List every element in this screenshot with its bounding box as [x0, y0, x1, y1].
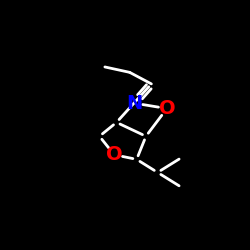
Text: O: O	[158, 99, 175, 118]
Text: N: N	[126, 94, 142, 113]
Text: O: O	[106, 145, 122, 164]
